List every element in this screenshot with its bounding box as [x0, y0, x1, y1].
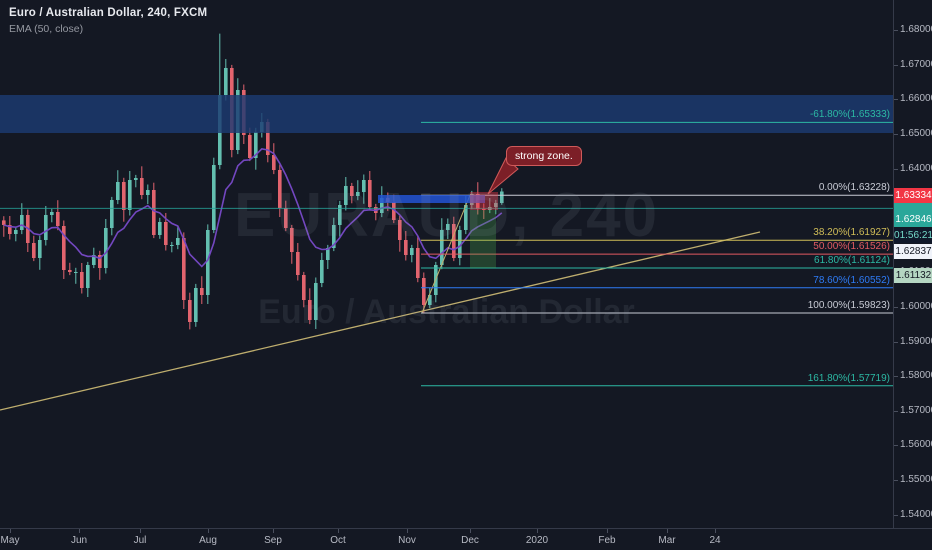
price-tick-label: 1.68000	[893, 24, 932, 36]
time-tick-label: Dec	[461, 535, 479, 546]
price-label-white: 1.62837	[894, 244, 932, 259]
time-tick-mark	[79, 529, 80, 533]
time-tick-mark	[667, 529, 668, 533]
time-tick-label: Jul	[133, 535, 147, 546]
price-tick-label: 1.54000	[893, 509, 932, 521]
ema-line	[3, 148, 503, 268]
time-tick-mark	[140, 529, 141, 533]
time-axis[interactable]: May Jun Jul Aug Sep Oct Nov Dec 2020 Feb Mar 24	[0, 528, 932, 550]
time-tick-label: Sep	[264, 535, 282, 546]
time-tick-label: 24	[709, 535, 721, 546]
time-tick-label: Feb	[598, 535, 616, 546]
price-tick-label: 1.60000	[893, 301, 932, 313]
time-tick-label: 2020	[525, 535, 549, 546]
callout-strong-zone[interactable]: strong zone.	[506, 146, 582, 166]
legend: Euro / Australian Dollar, 240, FXCM EMA …	[9, 7, 207, 35]
time-tick-label: Jun	[70, 535, 88, 546]
blue-zone-rect[interactable]	[378, 195, 485, 203]
time-tick-mark	[407, 529, 408, 533]
time-tick-label: May	[0, 535, 20, 546]
price-label-teal: 1.62846	[894, 212, 932, 227]
price-tick-label: 1.66000	[893, 93, 932, 105]
price-tick-label: 1.57000	[893, 405, 932, 417]
time-tick-mark	[715, 529, 716, 533]
short-position-profit-box[interactable]	[470, 210, 496, 268]
time-tick-label: Oct	[330, 535, 346, 546]
time-tick-mark	[607, 529, 608, 533]
time-tick-mark	[273, 529, 274, 533]
price-label-countdown: 01:56:21	[894, 228, 932, 243]
time-tick-mark	[10, 529, 11, 533]
short-position-stop-box[interactable]	[470, 192, 498, 210]
time-tick-mark	[537, 529, 538, 533]
price-tick-label: 1.67000	[893, 59, 932, 71]
price-tick-label: 1.55000	[893, 474, 932, 486]
price-tick-label: 1.64000	[893, 163, 932, 175]
candlestick-series	[2, 33, 504, 330]
supply-zone-band[interactable]	[0, 95, 893, 133]
price-tick-label: 1.58000	[893, 370, 932, 382]
time-tick-label: Mar	[658, 535, 676, 546]
time-tick-label: Aug	[199, 535, 217, 546]
legend-indicator-ema[interactable]: EMA (50, close)	[9, 23, 84, 35]
price-tick-label: 1.56000	[893, 439, 932, 451]
price-label-green: 1.61132	[894, 268, 932, 283]
time-tick-mark	[470, 529, 471, 533]
price-tick-label: 1.65000	[893, 128, 932, 140]
time-tick-mark	[338, 529, 339, 533]
price-label-last: 1.63334	[894, 188, 932, 203]
time-tick-label: Nov	[398, 535, 416, 546]
price-axis[interactable]: 1.680001.670001.660001.650001.640001.630…	[893, 0, 932, 528]
trendline[interactable]	[0, 231, 761, 411]
price-tick-label: 1.59000	[893, 336, 932, 348]
time-tick-mark	[208, 529, 209, 533]
legend-symbol-title[interactable]: Euro / Australian Dollar, 240, FXCM	[9, 7, 208, 19]
